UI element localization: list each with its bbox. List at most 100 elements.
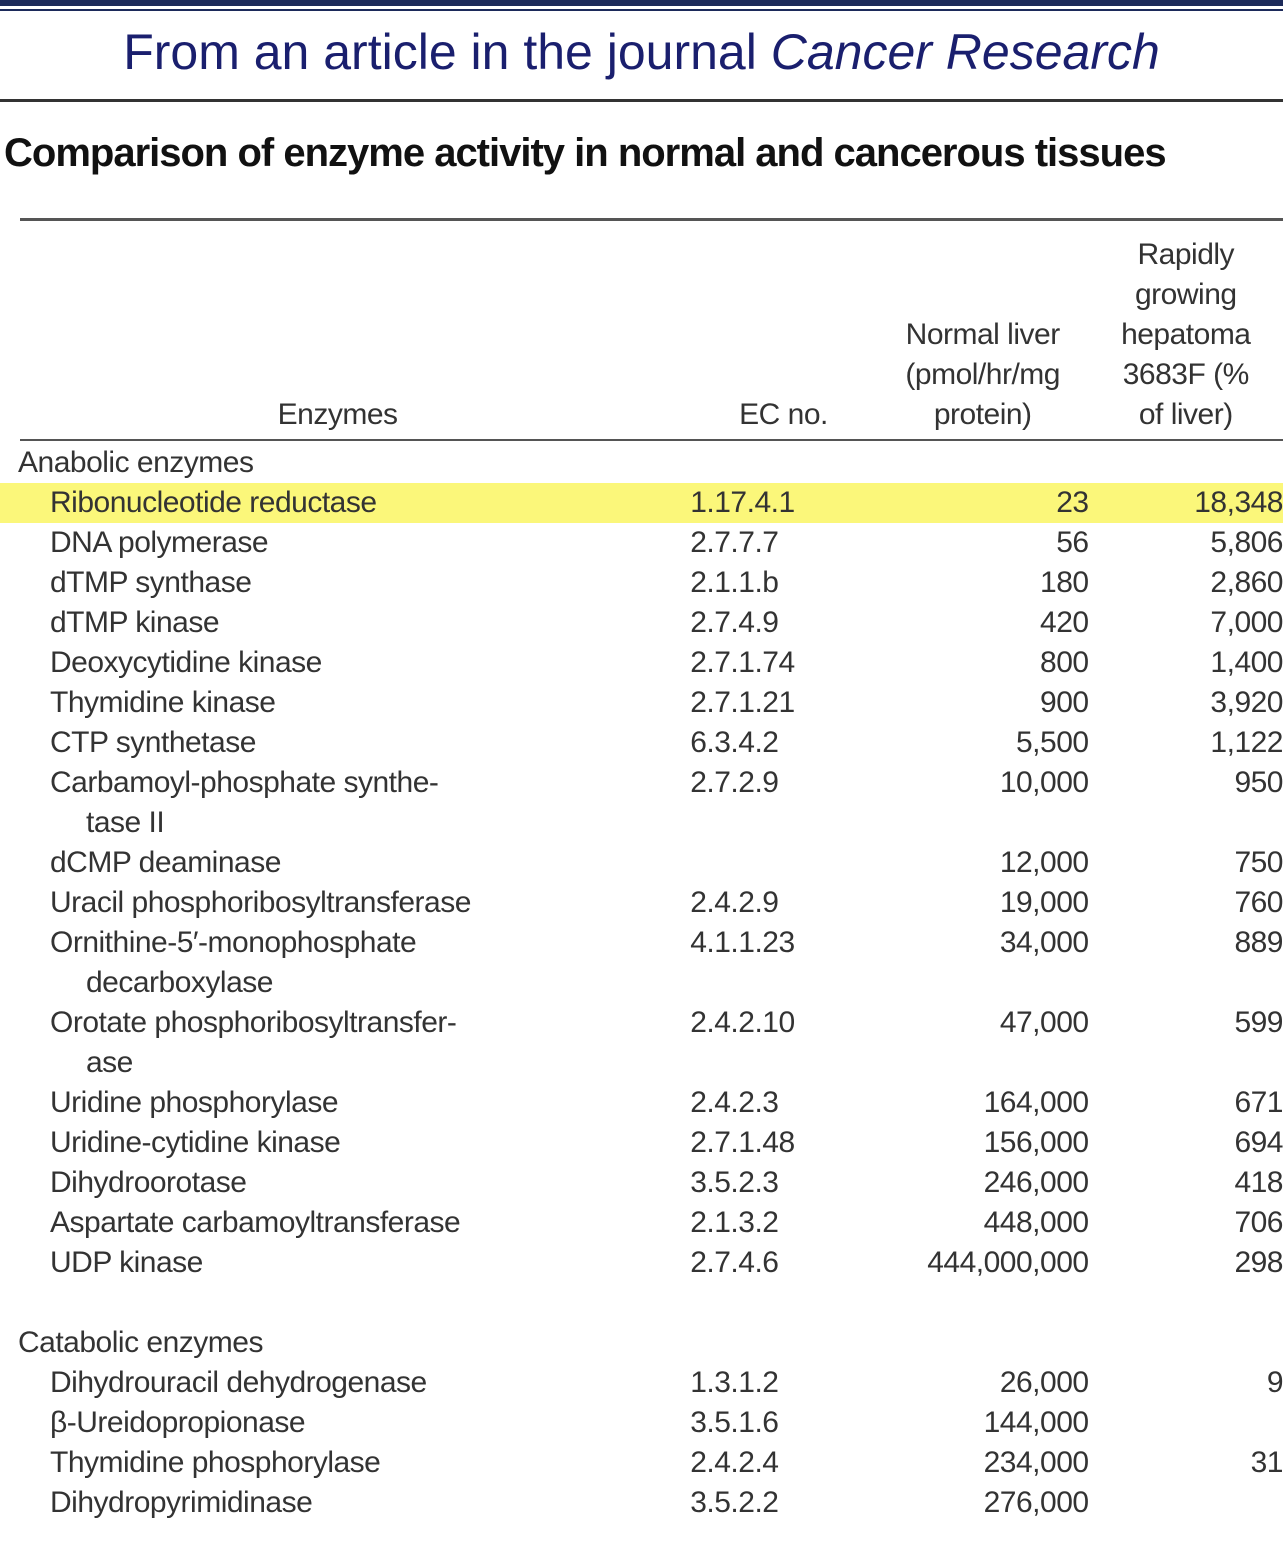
enzyme-name: Ribonucleotide reductase: [0, 483, 676, 523]
ec-cell: 1.17.4.1: [675, 483, 877, 523]
normal-cell: 444,000,000: [927, 1246, 1089, 1279]
enzyme-name: UDP kinase: [50, 1246, 203, 1279]
column-header: Enzymes: [277, 398, 398, 431]
table-row: DNA polymerase 2.7.7.7 56 5,806: [0, 523, 1283, 563]
normal-cell: 246,000: [983, 1166, 1089, 1199]
enzyme-name: DNA polymerase: [50, 526, 269, 559]
enzyme-name: Dihydroorotase: [50, 1166, 247, 1199]
table-row: Uracil phosphoribosyltransferase 2.4.2.9 1…: [0, 883, 1283, 923]
normal-cell: 276,000: [983, 1486, 1089, 1519]
ec-cell: 2.7.1.48: [690, 1126, 795, 1159]
hepatoma-cell: 9: [1266, 1366, 1283, 1399]
section-row: Catabolic enzymes: [0, 1283, 1283, 1363]
normal-cell: 156,000: [983, 1126, 1089, 1159]
hepatoma-cell: 950: [1234, 766, 1283, 799]
ec-cell: 2.7.4.6: [690, 1246, 779, 1279]
table-row: Dihydroorotase 3.5.2.3 246,000 418: [0, 1163, 1283, 1203]
normal-cell: 420: [1040, 606, 1089, 639]
column-header: Normal liver (pmol/hr/mg protein): [905, 318, 1060, 431]
enzyme-name: Deoxycytidine kinase: [50, 646, 322, 679]
enzyme-name: Uridine-cytidine kinase: [50, 1126, 341, 1159]
normal-cell: 144,000: [983, 1406, 1089, 1439]
enzyme-name: Uracil phosphoribosyltransferase: [50, 886, 471, 919]
table-row: CTP synthetase 6.3.4.2 5,500 1,122: [0, 723, 1283, 763]
normal-cell: 5,500: [1016, 726, 1089, 759]
hepatoma-cell: 5,806: [1210, 526, 1283, 559]
column-header: Rapidly growing hepatoma 3683F (% of liv…: [1121, 238, 1251, 431]
normal-cell: 23: [876, 483, 1089, 523]
hepatoma-cell: 2,860: [1210, 566, 1283, 599]
table-row: Uridine phosphorylase 2.4.2.3 164,000 671: [0, 1083, 1283, 1123]
ec-cell: [675, 843, 877, 883]
enzyme-name: Dihydropyrimidinase: [50, 1486, 313, 1519]
table-row: Ribonucleotide reductase 1.17.4.1 23 18,348: [0, 483, 1283, 523]
enzyme-name: dCMP deaminase: [50, 846, 281, 879]
ec-cell: 1.3.1.2: [690, 1366, 779, 1399]
normal-cell: 448,000: [983, 1206, 1089, 1239]
table-row: dTMP kinase 2.7.4.9 420 7,000: [0, 603, 1283, 643]
enzyme-name: dTMP kinase: [50, 606, 220, 639]
hepatoma-cell: 694: [1234, 1126, 1283, 1159]
normal-cell: 234,000: [983, 1446, 1089, 1479]
ec-cell: 2.4.2.9: [690, 886, 779, 919]
rule: [0, 99, 1283, 102]
table-row: dTMP synthase 2.1.1.b 180 2,860: [0, 563, 1283, 603]
normal-cell: 180: [1040, 566, 1089, 599]
rule: [20, 218, 1283, 221]
title-prefix: From an article in the journal: [123, 24, 757, 80]
normal-cell: 10,000: [999, 766, 1089, 799]
enzyme-name: Ornithine-5′-monophosphate decarboxylase: [50, 926, 417, 999]
table-body: Anabolic enzymes Ribonucleotide reductase…: [0, 443, 1283, 1523]
hepatoma-cell: 671: [1234, 1086, 1283, 1119]
table-row: UDP kinase 2.7.4.6 444,000,000 298: [0, 1243, 1283, 1283]
section-label: Anabolic enzymes: [18, 446, 254, 479]
hepatoma-cell: 760: [1234, 886, 1283, 919]
hepatoma-cell: 599: [1234, 1006, 1283, 1039]
top-bar: [0, 0, 1283, 6]
enzyme-name: Orotate phosphoribosyltransfer- ase: [50, 1006, 457, 1079]
normal-cell: 26,000: [999, 1366, 1089, 1399]
enzyme-name: β-Ureidopropionase: [50, 1406, 306, 1439]
enzyme-name: Carbamoyl-phosphate synthe- tase II: [50, 766, 439, 839]
enzyme-name: Thymidine phosphorylase: [50, 1446, 381, 1479]
table-row: Aspartate carbamoyltransferase 2.1.3.2 448…: [0, 1203, 1283, 1243]
hepatoma-cell: [1089, 1403, 1283, 1443]
header-title: From an article in the journal Cancer Re…: [0, 22, 1283, 82]
table-row: Deoxycytidine kinase 2.7.1.74 800 1,400: [0, 643, 1283, 683]
ec-cell: 4.1.1.23: [690, 926, 795, 959]
enzyme-name: Dihydrouracil dehydrogenase: [50, 1366, 427, 1399]
hepatoma-cell: [1089, 1483, 1283, 1523]
hepatoma-cell: 1,122: [1210, 726, 1283, 759]
hepatoma-cell: 750: [1234, 846, 1283, 879]
normal-cell: 12,000: [999, 846, 1089, 879]
ec-cell: 2.7.2.9: [690, 766, 779, 799]
ec-cell: 3.5.2.3: [690, 1166, 779, 1199]
enzyme-name: Thymidine kinase: [50, 686, 276, 719]
normal-cell: 900: [1040, 686, 1089, 719]
hepatoma-cell: 1,400: [1210, 646, 1283, 679]
ec-cell: 6.3.4.2: [690, 726, 779, 759]
table-row: Thymidine kinase 2.7.1.21 900 3,920: [0, 683, 1283, 723]
normal-cell: 34,000: [999, 926, 1089, 959]
enzyme-name: dTMP synthase: [50, 566, 252, 599]
ec-cell: 2.1.1.b: [690, 566, 779, 599]
hepatoma-cell: 3,920: [1210, 686, 1283, 719]
section-row: Anabolic enzymes: [0, 443, 1283, 483]
rule: [20, 439, 1283, 441]
enzyme-name: Uridine phosphorylase: [50, 1086, 339, 1119]
ec-cell: 2.7.7.7: [690, 526, 779, 559]
ec-cell: 2.4.2.10: [690, 1006, 795, 1039]
section-label: Catabolic enzymes: [18, 1326, 263, 1359]
hepatoma-cell: 18,348: [1088, 483, 1283, 523]
enzyme-name: Aspartate carbamoyltransferase: [50, 1206, 461, 1239]
header-row: Enzymes EC no. Normal liver (pmol/hr/mg pr…: [0, 230, 1283, 443]
table-row: Dihydrouracil dehydrogenase 1.3.1.2 26,000…: [0, 1363, 1283, 1403]
hepatoma-cell: 298: [1234, 1246, 1283, 1279]
normal-cell: 56: [1056, 526, 1089, 559]
table-row: Dihydropyrimidinase 3.5.2.2 276,000: [0, 1483, 1283, 1523]
normal-cell: 800: [1040, 646, 1089, 679]
table-row: dCMP deaminase 12,000 750: [0, 843, 1283, 883]
ec-cell: 2.4.2.4: [690, 1446, 779, 1479]
ec-cell: 3.5.2.2: [690, 1486, 779, 1519]
